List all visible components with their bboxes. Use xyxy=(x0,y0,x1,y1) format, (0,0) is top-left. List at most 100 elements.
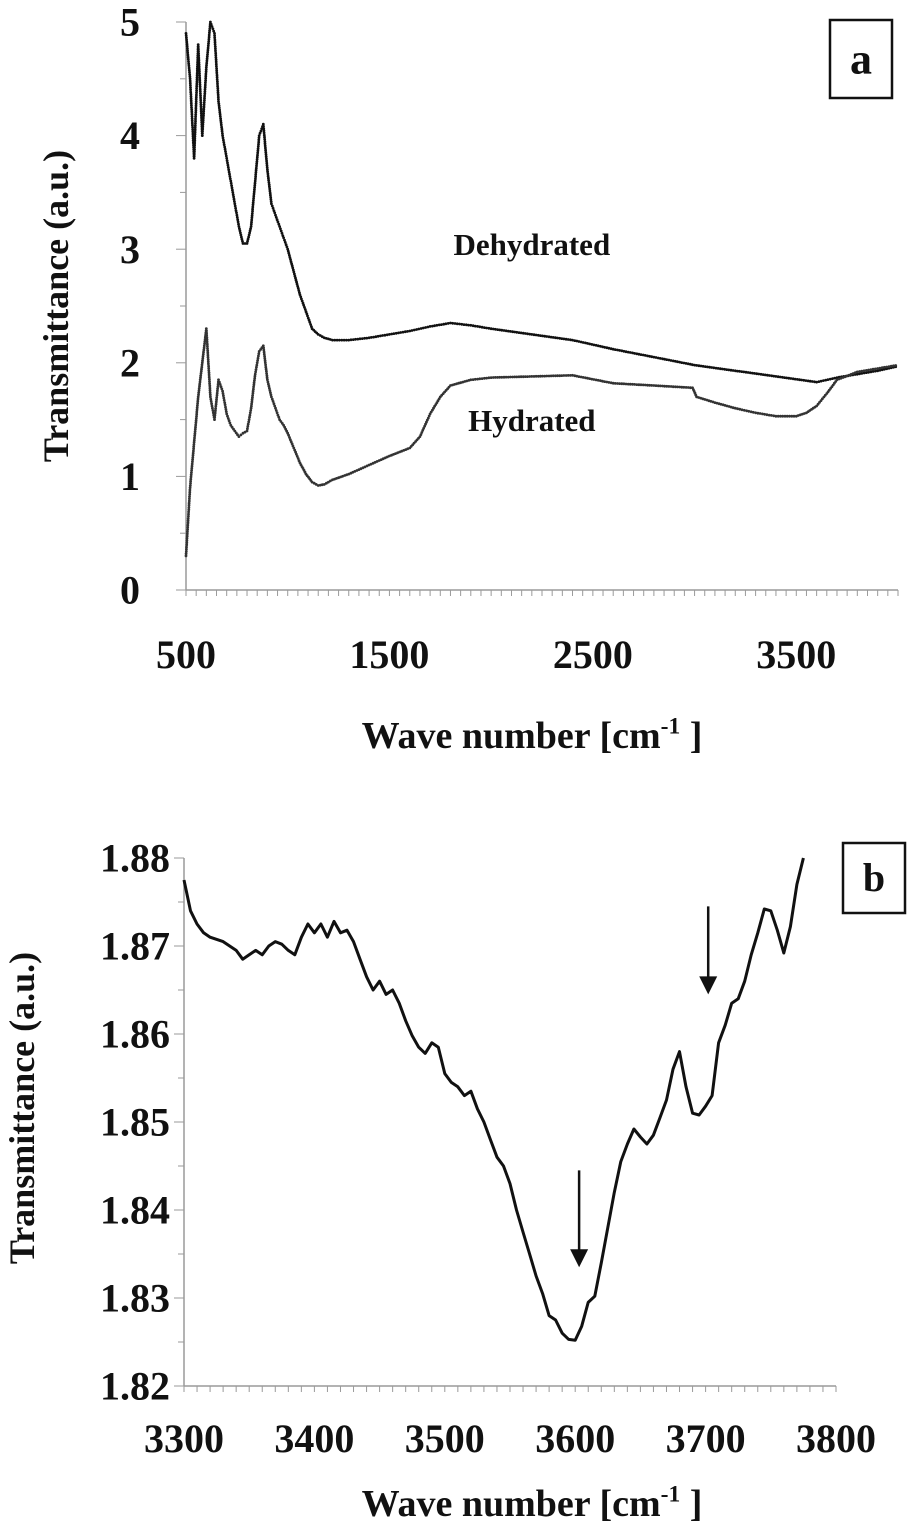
data-point xyxy=(701,364,705,368)
data-point xyxy=(347,472,351,476)
data-point xyxy=(209,395,212,399)
data-point xyxy=(845,374,849,378)
data-point xyxy=(227,170,231,174)
y-tick-label: 5 xyxy=(120,0,140,45)
data-point xyxy=(207,42,210,45)
data-point xyxy=(266,170,269,174)
data-point xyxy=(678,360,681,364)
data-point xyxy=(207,37,211,41)
data-point xyxy=(225,159,229,163)
x-tick-label: 1500 xyxy=(349,632,429,677)
data-point xyxy=(586,342,589,345)
data-point xyxy=(185,42,189,46)
data-point xyxy=(274,216,278,219)
data-point xyxy=(207,375,211,379)
data-point xyxy=(256,356,260,360)
data-point xyxy=(424,326,427,329)
data-point xyxy=(205,55,209,58)
data-point xyxy=(193,124,197,127)
data-point xyxy=(573,339,577,342)
data-point xyxy=(765,413,769,417)
data-point xyxy=(189,86,192,89)
data-point xyxy=(822,379,825,382)
data-point xyxy=(247,235,251,239)
data-point xyxy=(588,342,591,346)
data-point xyxy=(253,188,256,192)
data-point xyxy=(451,321,455,325)
data-point xyxy=(738,407,742,411)
data-point xyxy=(253,181,257,185)
data-point xyxy=(195,410,199,414)
panel-a-chart: 500 1500 2500 3500 0 1 2 3 4 5 Wave number [cm-1 ]… xyxy=(36,0,899,757)
data-point xyxy=(227,168,231,172)
data-point xyxy=(689,386,692,390)
data-point xyxy=(263,361,267,365)
data-point xyxy=(195,82,199,86)
data-point xyxy=(219,117,223,120)
data-point xyxy=(196,402,200,405)
data-point xyxy=(193,126,197,130)
data-point xyxy=(263,144,267,148)
data-point xyxy=(476,377,479,381)
data-point xyxy=(506,329,510,333)
data-point xyxy=(258,131,262,135)
data-point xyxy=(221,392,225,395)
data-point xyxy=(206,50,210,54)
data-point xyxy=(205,329,208,333)
data-point xyxy=(256,145,260,148)
data-point xyxy=(267,178,270,182)
data-point xyxy=(199,369,203,373)
data-point xyxy=(256,149,260,153)
data-point xyxy=(793,377,797,381)
data-point xyxy=(200,114,203,118)
data-point xyxy=(489,376,493,379)
data-point xyxy=(473,377,477,381)
data-point xyxy=(415,328,418,331)
data-point xyxy=(194,104,198,108)
data-point xyxy=(220,129,224,133)
data-point xyxy=(205,59,209,63)
data-point xyxy=(252,190,256,194)
data-point xyxy=(208,380,211,383)
data-point xyxy=(759,372,763,376)
data-point xyxy=(206,351,210,355)
data-point xyxy=(197,58,201,62)
data-point xyxy=(889,364,893,368)
data-point xyxy=(641,353,645,357)
data-point xyxy=(215,391,219,395)
data-point xyxy=(783,414,787,418)
data-point xyxy=(385,333,389,337)
data-point xyxy=(213,36,217,40)
panel-label-box xyxy=(841,841,907,915)
data-point xyxy=(618,349,621,352)
data-point xyxy=(263,135,266,139)
data-point xyxy=(254,177,257,181)
data-point xyxy=(756,411,760,415)
data-point xyxy=(201,357,205,360)
data-point xyxy=(216,382,220,386)
data-point xyxy=(199,105,203,109)
data-point xyxy=(517,375,521,379)
data-point xyxy=(601,345,604,349)
data-point xyxy=(322,336,326,340)
panel-label: b xyxy=(863,855,885,900)
data-point xyxy=(201,116,205,120)
data-point xyxy=(199,103,203,106)
data-point xyxy=(511,375,514,379)
data-point xyxy=(442,322,446,326)
data-point xyxy=(790,414,794,418)
data-point xyxy=(534,374,538,378)
data-point xyxy=(214,400,218,404)
data-point xyxy=(684,386,688,389)
data-point xyxy=(781,414,785,418)
data-point xyxy=(745,409,748,413)
data-point xyxy=(216,86,220,90)
data-point xyxy=(249,225,253,228)
data-point xyxy=(207,362,210,366)
data-point xyxy=(682,361,686,365)
data-point xyxy=(202,103,206,107)
data-point xyxy=(699,364,703,368)
data-point xyxy=(221,134,225,138)
data-point xyxy=(207,40,211,43)
data-point xyxy=(469,378,473,382)
